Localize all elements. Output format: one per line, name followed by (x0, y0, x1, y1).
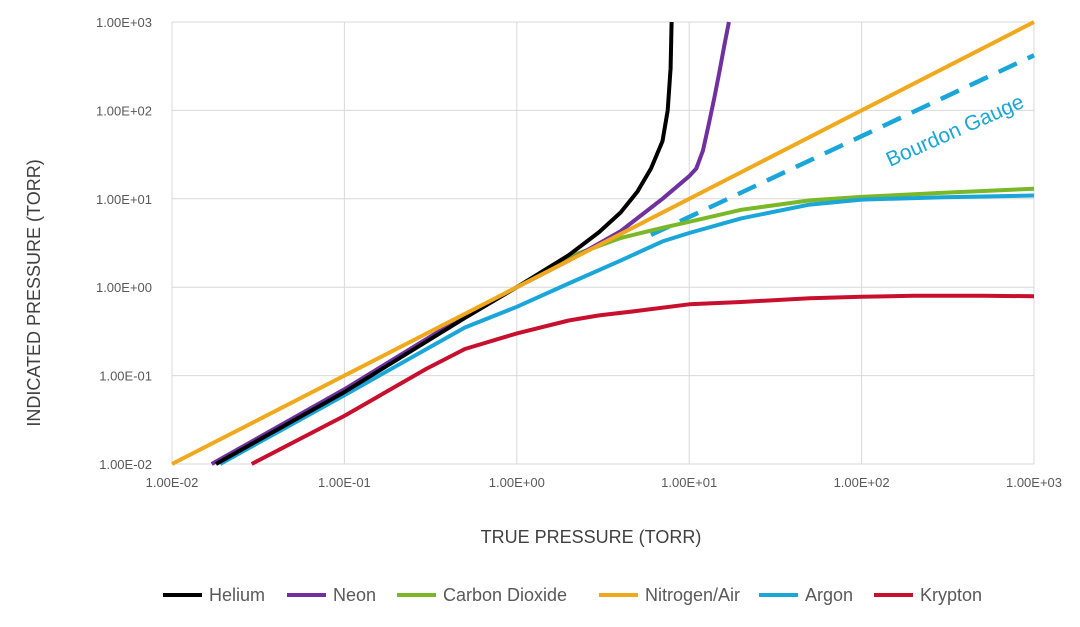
y-tick-label: 1.00E-01 (99, 369, 152, 384)
legend-label: Nitrogen/Air (645, 585, 740, 605)
legend-item-neon: Neon (287, 585, 376, 605)
y-tick-label: 1.00E+03 (96, 15, 152, 30)
x-tick-label: 1.00E+01 (661, 475, 717, 490)
legend-item-krypton: Krypton (874, 585, 982, 605)
x-tick-label: 1.00E+00 (489, 475, 545, 490)
x-tick-label: 1.00E-01 (318, 475, 371, 490)
x-tick-label: 1.00E-02 (146, 475, 199, 490)
legend-label: Neon (333, 585, 376, 605)
x-axis-title: TRUE PRESSURE (TORR) (481, 527, 702, 547)
series-line-neon (210, 21, 731, 466)
legend-item-argon: Argon (759, 585, 853, 605)
legend-label: Krypton (920, 585, 982, 605)
x-axis-ticks: 1.00E-02 1.00E-01 1.00E+00 1.00E+01 1.00E+02… (146, 475, 1062, 490)
y-tick-label: 1.00E-02 (99, 457, 152, 472)
legend-item-helium: Helium (163, 585, 265, 605)
y-axis-title: INDICATED PRESSURE (TORR) (24, 159, 44, 426)
y-tick-label: 1.00E+00 (96, 280, 152, 295)
series-group (171, 20, 1035, 466)
y-tick-label: 1.00E+02 (96, 103, 152, 118)
y-tick-label: 1.00E+01 (96, 192, 152, 207)
legend-item-nitrogen-air: Nitrogen/Air (599, 585, 740, 605)
series-line-krypton (250, 293, 1035, 466)
bourdon-gauge-line (650, 53, 1035, 237)
bourdon-gauge-annotation: Bourdon Gauge (883, 90, 1028, 171)
legend-label: Argon (805, 585, 853, 605)
series-line-helium (215, 21, 674, 466)
y-axis-ticks: 1.00E-02 1.00E-01 1.00E+00 1.00E+01 1.00E+02… (96, 15, 152, 472)
legend-label: Helium (209, 585, 265, 605)
legend: Helium Neon Carbon Dioxide Nitrogen/Air Argo… (163, 585, 982, 605)
series-line-argon (219, 193, 1035, 466)
legend-item-carbon-dioxide: Carbon Dioxide (397, 585, 567, 605)
x-tick-label: 1.00E+03 (1006, 475, 1062, 490)
series-line-nitrogen-air (171, 20, 1035, 466)
legend-label: Carbon Dioxide (443, 585, 567, 605)
x-tick-label: 1.00E+02 (834, 475, 890, 490)
